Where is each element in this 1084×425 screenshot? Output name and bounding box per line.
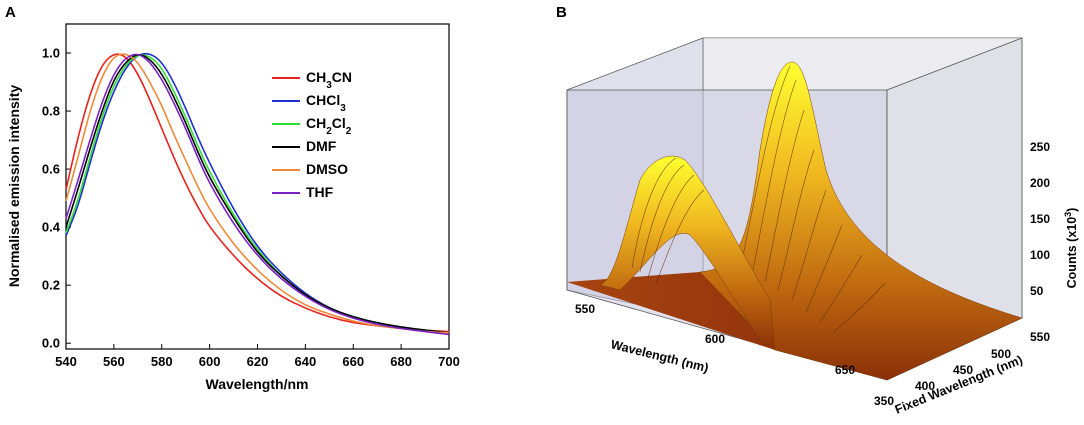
y3d-tick-550: 550 — [1030, 330, 1050, 344]
y-tick-label-0: 0.0 — [42, 336, 60, 351]
y3d-tick-450: 450 — [953, 363, 973, 377]
y-axis-ticks: 0.0 0.2 0.4 0.6 0.8 1.0 — [42, 46, 71, 351]
series-line-2 — [65, 54, 450, 334]
surface-contours-back — [739, 65, 886, 333]
series-line-5 — [65, 53, 450, 336]
series-line-4 — [65, 53, 450, 334]
surface-contours-front — [631, 157, 705, 285]
y3d-tick-labels: 350 400 450 500 550 — [874, 330, 1050, 408]
x-tick-label-580: 580 — [151, 354, 173, 369]
y3d-tick-400: 400 — [915, 379, 935, 393]
z3d-axis-title: Counts (x103) — [1063, 208, 1079, 289]
y-axis-title: Normalised emission intensity — [6, 85, 22, 287]
x-tick-label-700: 700 — [438, 354, 460, 369]
x3d-tick-labels: 550 600 650 — [575, 302, 855, 377]
x-tick-label-600: 600 — [199, 354, 221, 369]
x-axis-ticks: 540 560 580 600 620 640 660 680 700 — [55, 344, 460, 369]
y-tick-label-4: 0.8 — [42, 104, 60, 119]
y3d-tick-350: 350 — [874, 394, 894, 408]
x3d-tick-550: 550 — [575, 302, 595, 316]
x3d-tick-600: 600 — [705, 332, 725, 346]
panel-a-label: A — [5, 4, 16, 21]
series-lines — [65, 52, 450, 336]
panel-b-surface-plot: 550 600 650 350 400 450 500 550 50 100 1… — [566, 37, 1079, 417]
x-tick-label-560: 560 — [103, 354, 125, 369]
z3d-tick-200: 200 — [1030, 176, 1050, 190]
y-tick-label-2: 0.4 — [42, 220, 61, 235]
y-tick-label-1: 0.2 — [42, 278, 60, 293]
z3d-tick-50: 50 — [1030, 284, 1044, 298]
x3d-axis-title: Wavelength (nm) — [609, 337, 710, 375]
legend-label-3: DMF — [306, 138, 337, 154]
legend-label-2: CH2Cl2 — [306, 115, 352, 137]
z3d-tick-250: 250 — [1030, 140, 1050, 154]
x-tick-label-680: 680 — [390, 354, 412, 369]
surface-peak-back — [699, 61, 1023, 381]
x-axis-title: Wavelength/nm — [206, 376, 309, 392]
y-tick-label-5: 1.0 — [42, 46, 60, 61]
z3d-tick-100: 100 — [1030, 248, 1050, 262]
y3d-tick-500: 500 — [991, 347, 1011, 361]
legend-label-1: CHCl3 — [306, 92, 346, 114]
x-tick-label-620: 620 — [247, 354, 269, 369]
legend-label-5: THF — [306, 184, 334, 200]
x-tick-label-640: 640 — [295, 354, 317, 369]
series-line-0 — [65, 53, 450, 333]
series-line-3 — [65, 53, 450, 334]
x3d-tick-650: 650 — [835, 363, 855, 377]
panel-a-line-chart: 540 560 580 600 620 640 660 680 700 0.0 0.2 0.4 0.6… — [6, 23, 460, 392]
panel-b-label: B — [556, 4, 567, 21]
surface-peak-front — [599, 155, 776, 351]
z3d-tick-labels: 50 100 150 200 250 — [1030, 140, 1050, 298]
legend-label-4: DMSO — [306, 161, 348, 177]
x-tick-label-540: 540 — [55, 354, 77, 369]
x-tick-label-660: 660 — [342, 354, 364, 369]
legend-label-0: CH3CN — [306, 69, 352, 91]
y-tick-label-3: 0.6 — [42, 162, 60, 177]
series-line-1 — [65, 52, 450, 334]
z3d-tick-150: 150 — [1030, 212, 1050, 226]
